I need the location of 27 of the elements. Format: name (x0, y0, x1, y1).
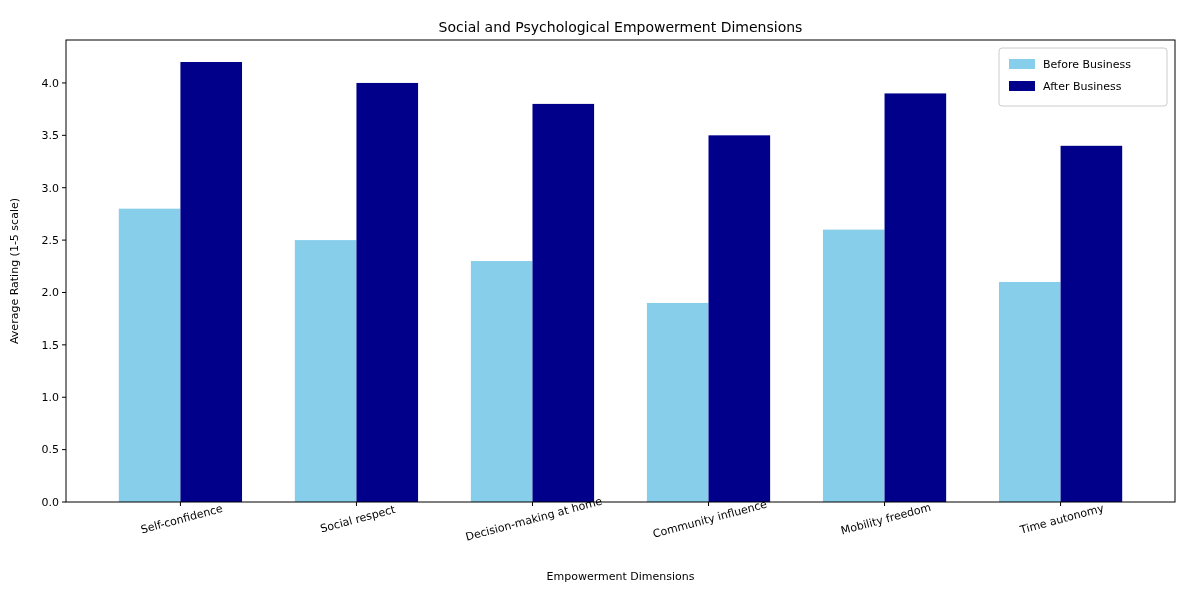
y-tick-label: 1.0 (41, 391, 59, 405)
y-axis-title: Average Rating (1-5 scale) (8, 197, 21, 345)
bar (294, 240, 357, 502)
bar (884, 93, 947, 502)
bar (646, 302, 709, 502)
legend-label: After Business (1043, 79, 1122, 93)
bar (998, 282, 1061, 502)
legend-label: Before Business (1043, 57, 1132, 71)
bar (118, 208, 181, 502)
bar (708, 135, 771, 502)
y-tick-label: 3.5 (41, 129, 59, 143)
bar (356, 82, 419, 502)
y-tick-label: 2.5 (41, 233, 59, 247)
y-tick-label: 0.5 (41, 443, 59, 457)
y-tick-label: 4.0 (41, 76, 59, 90)
x-axis-title: Empowerment Dimensions (546, 570, 695, 583)
y-tick-label: 2.0 (41, 286, 59, 300)
bar (180, 62, 243, 502)
y-tick-label: 3.0 (41, 181, 59, 195)
bar (822, 229, 885, 502)
x-tick-label: Mobility freedom (839, 500, 933, 538)
bar (1060, 145, 1123, 502)
chart-title: Social and Psychological Empowerment Dimensions (438, 19, 803, 35)
y-tick-label: 1.5 (41, 338, 59, 352)
bar (470, 261, 533, 502)
y-tick-label: 0.0 (41, 495, 59, 509)
x-tick-label: Social respect (318, 502, 398, 536)
